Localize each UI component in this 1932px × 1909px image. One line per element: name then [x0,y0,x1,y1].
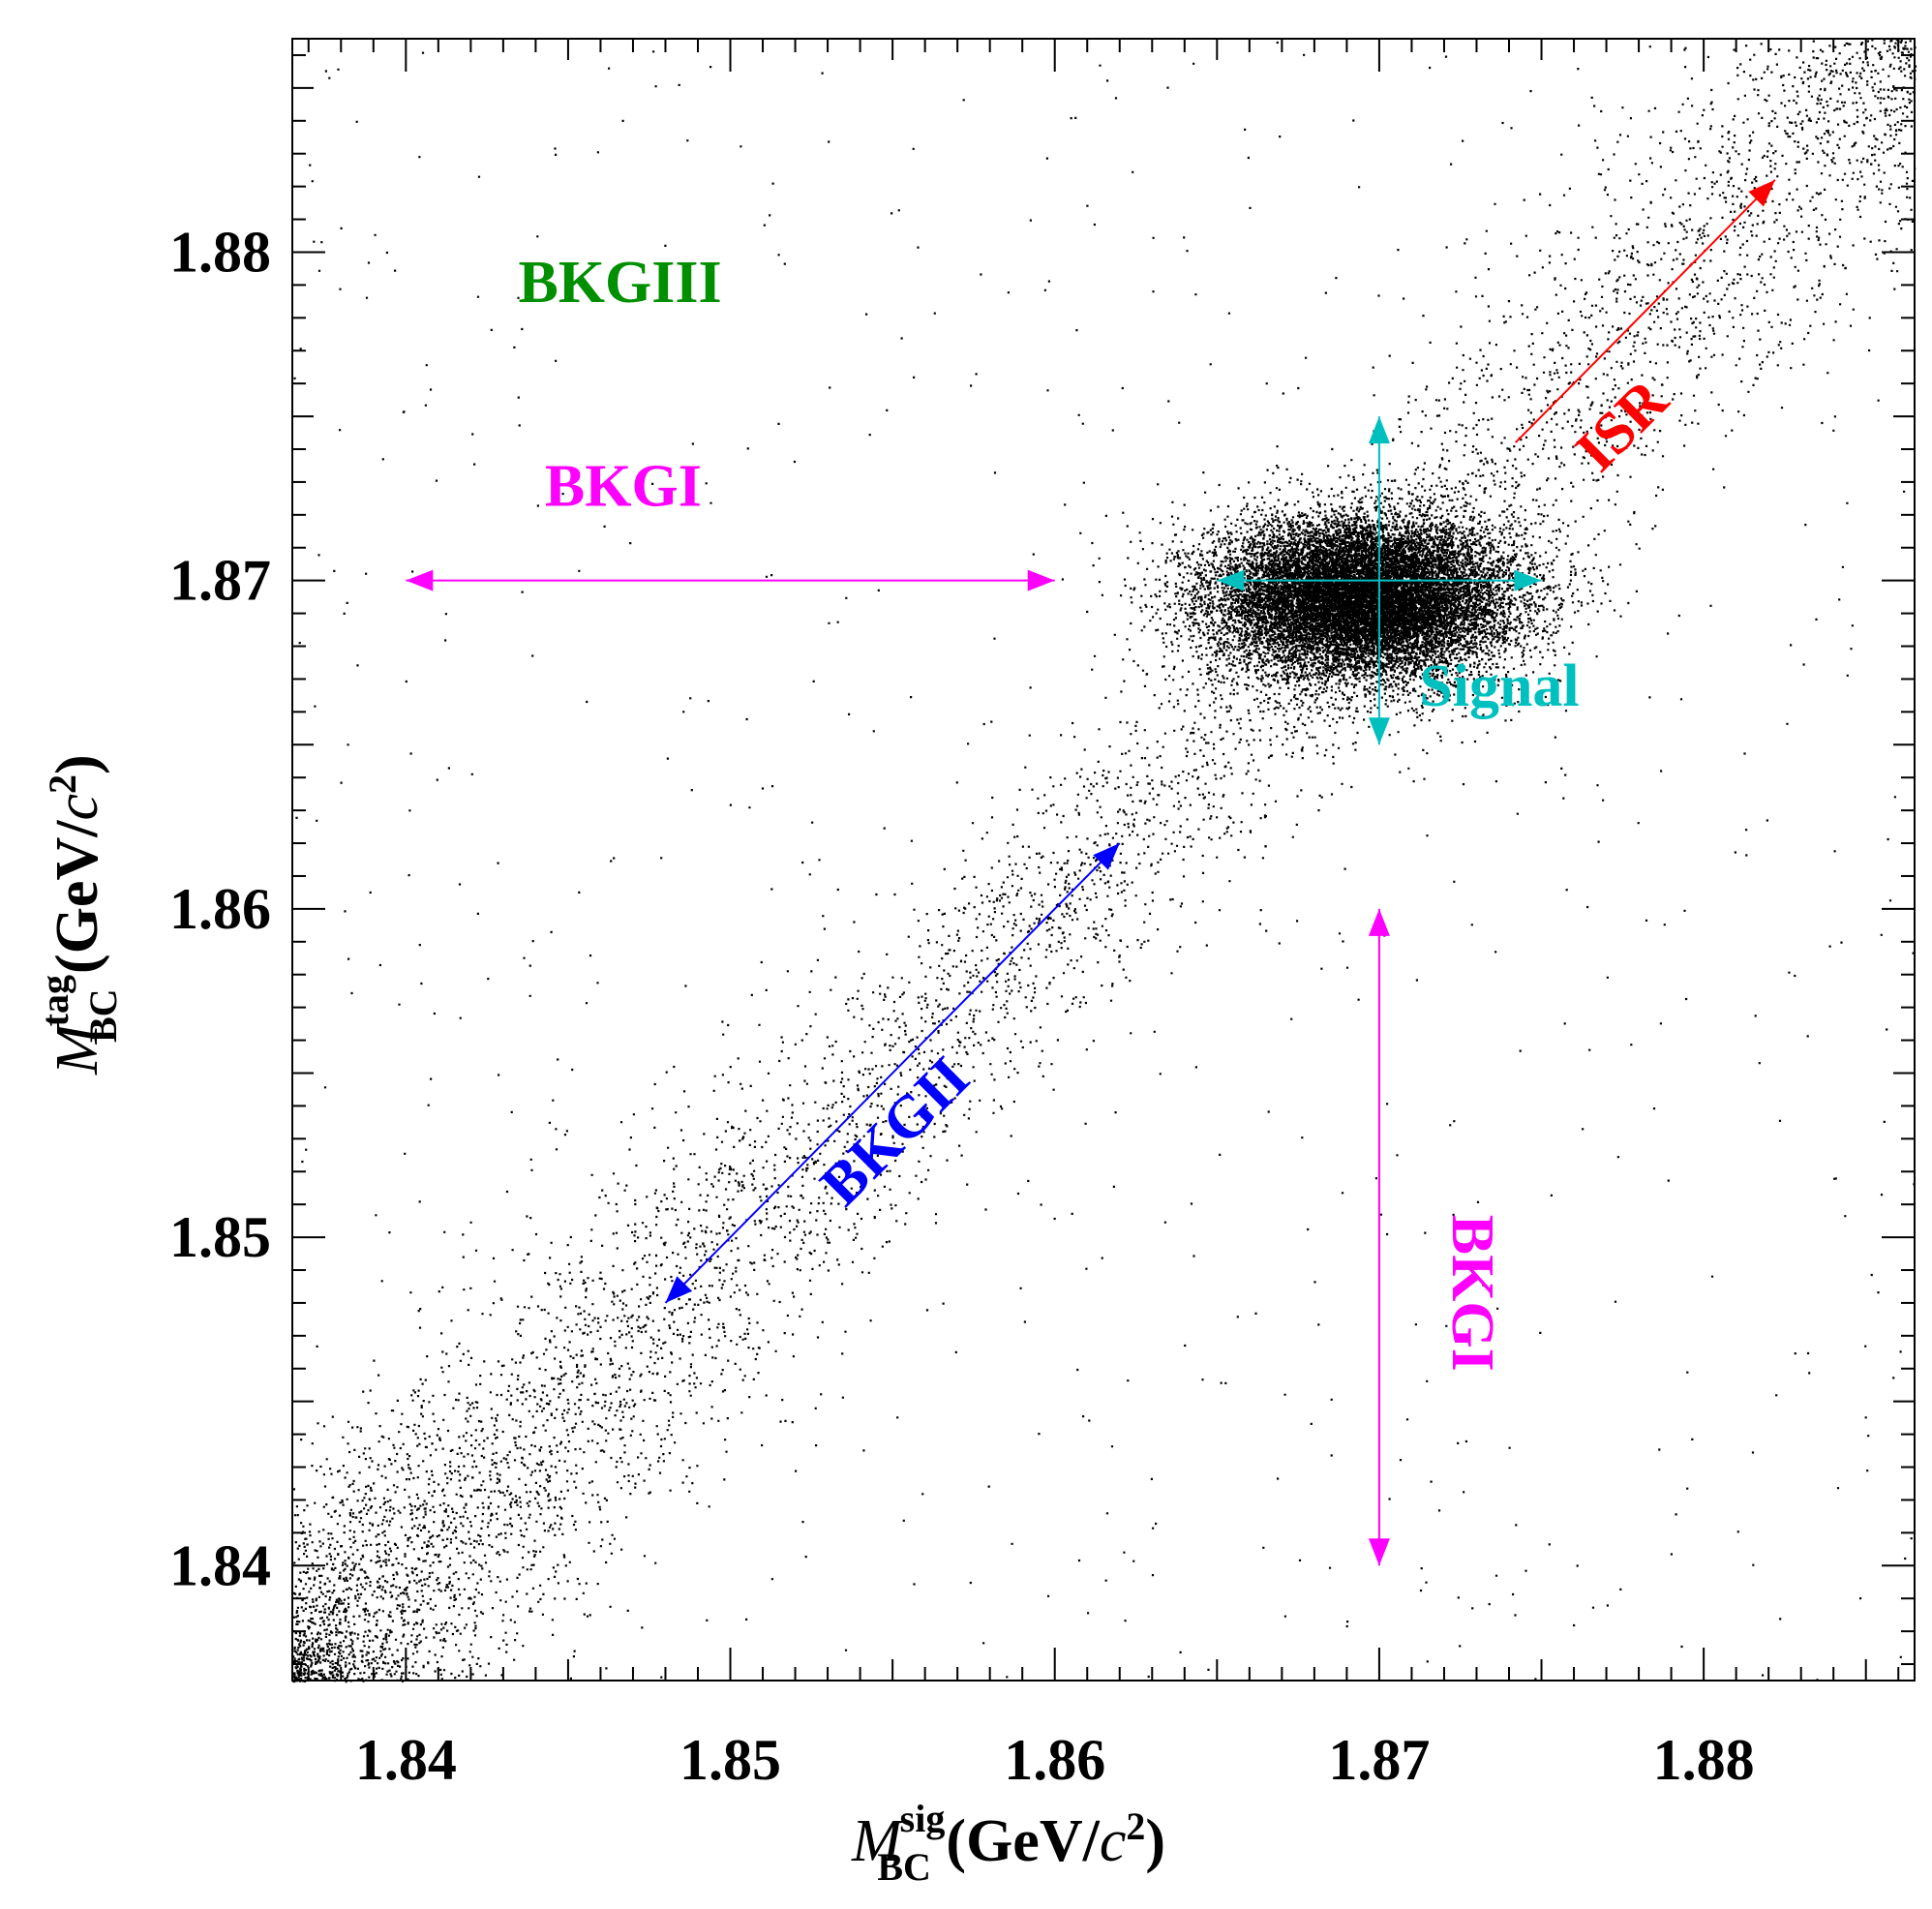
y-tick-label: 1.84 [169,1533,271,1597]
arrow-head [1027,569,1055,591]
y-tick-label: 1.85 [169,1205,271,1269]
plot-frame [291,38,1916,1682]
annotation-arrows [406,179,1776,1566]
arrow-head [665,1276,692,1303]
label-signal: Signal [1419,653,1579,719]
scatter-points [292,39,1917,1683]
isr-arrow [1514,179,1776,443]
arrow-head [1368,1538,1390,1566]
x-tick-label: 1.87 [1328,1728,1430,1792]
arrow-head [1368,717,1390,745]
x-tick-label: 1.86 [1004,1728,1105,1792]
label-bkgi-vertical: BKGI [1439,1215,1505,1372]
arrow-head [1093,843,1120,870]
arrow-head [1514,569,1542,591]
x-tick-label: 1.88 [1653,1728,1755,1792]
arrow-head [1368,416,1390,444]
arrow-head [1748,179,1775,207]
arrow-head [1368,908,1390,936]
arrow-head [406,569,434,591]
x-tick-label: 1.84 [355,1728,457,1792]
y-tick-labels: 1.84 1.85 1.86 1.87 1.88 [169,220,271,1597]
x-axis-title: Msig BC (GeV/c2) [851,1797,1165,1889]
axis-ticks [292,39,1915,1681]
y-axis-title: Mtag BC (GeV/c2) [33,754,125,1076]
label-bkgiii: BKGIII [518,250,721,316]
label-bkgi-horizontal: BKGI [545,453,702,519]
y-tick-label: 1.86 [169,877,271,941]
x-tick-labels: 1.84 1.85 1.86 1.87 1.88 [355,1728,1755,1792]
bkgii-arrow [664,842,1121,1304]
arrow-head [1217,569,1245,591]
x-tick-label: 1.85 [679,1728,781,1792]
y-tick-label: 1.88 [169,220,271,284]
data-points [292,39,1917,1683]
label-isr: ISR [1563,366,1681,484]
y-tick-label: 1.87 [169,549,271,613]
